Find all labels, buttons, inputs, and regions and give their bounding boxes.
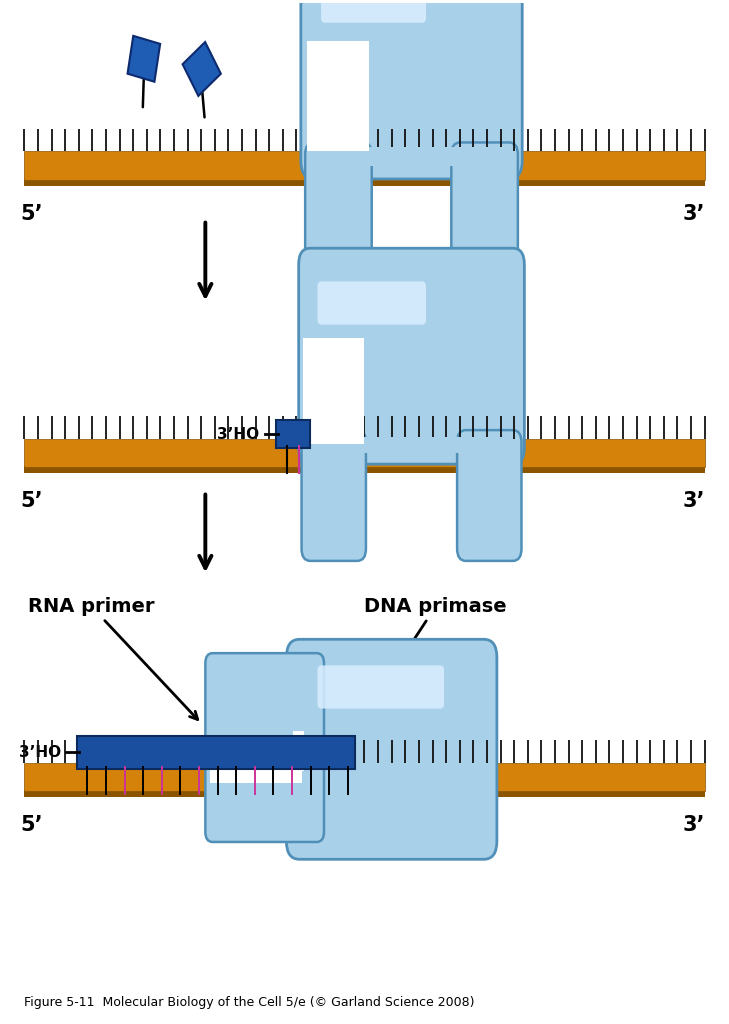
- FancyBboxPatch shape: [451, 142, 518, 276]
- Text: 3’: 3’: [682, 490, 705, 511]
- Text: 5’: 5’: [20, 490, 43, 511]
- FancyBboxPatch shape: [321, 0, 426, 23]
- Bar: [25, 152, 704, 180]
- Bar: [25, 466, 704, 473]
- Text: 5’: 5’: [367, 743, 384, 762]
- Text: Figure 5-11  Molecular Biology of the Cell 5/e (© Garland Science 2008): Figure 5-11 Molecular Biology of the Cel…: [25, 996, 475, 1009]
- FancyBboxPatch shape: [299, 248, 524, 464]
- Text: 3’HO: 3’HO: [18, 744, 61, 760]
- Bar: [293, 761, 304, 831]
- FancyBboxPatch shape: [457, 430, 521, 561]
- FancyBboxPatch shape: [305, 142, 372, 276]
- Bar: [293, 664, 304, 734]
- FancyBboxPatch shape: [286, 639, 497, 859]
- Bar: [211, 754, 302, 783]
- Text: RNA primer: RNA primer: [28, 597, 198, 720]
- FancyBboxPatch shape: [317, 282, 426, 325]
- Text: 5’: 5’: [20, 204, 43, 223]
- FancyBboxPatch shape: [77, 736, 355, 769]
- FancyBboxPatch shape: [301, 0, 522, 179]
- Bar: [303, 338, 364, 444]
- Bar: [25, 179, 704, 186]
- Text: DNA primase: DNA primase: [364, 597, 507, 693]
- FancyBboxPatch shape: [276, 420, 310, 447]
- Bar: [314, 436, 509, 453]
- FancyBboxPatch shape: [182, 42, 221, 96]
- Bar: [307, 42, 369, 151]
- Text: 3’: 3’: [682, 204, 705, 223]
- FancyBboxPatch shape: [302, 430, 366, 561]
- FancyBboxPatch shape: [317, 666, 444, 709]
- Bar: [25, 763, 704, 792]
- Bar: [317, 147, 506, 166]
- FancyBboxPatch shape: [206, 751, 324, 842]
- FancyBboxPatch shape: [206, 653, 324, 744]
- Text: 3’: 3’: [682, 815, 705, 835]
- Bar: [25, 438, 704, 467]
- Text: 5’: 5’: [20, 815, 43, 835]
- FancyBboxPatch shape: [128, 36, 160, 82]
- Bar: [25, 791, 704, 797]
- Text: 3’HO: 3’HO: [217, 427, 260, 441]
- Bar: [293, 731, 304, 771]
